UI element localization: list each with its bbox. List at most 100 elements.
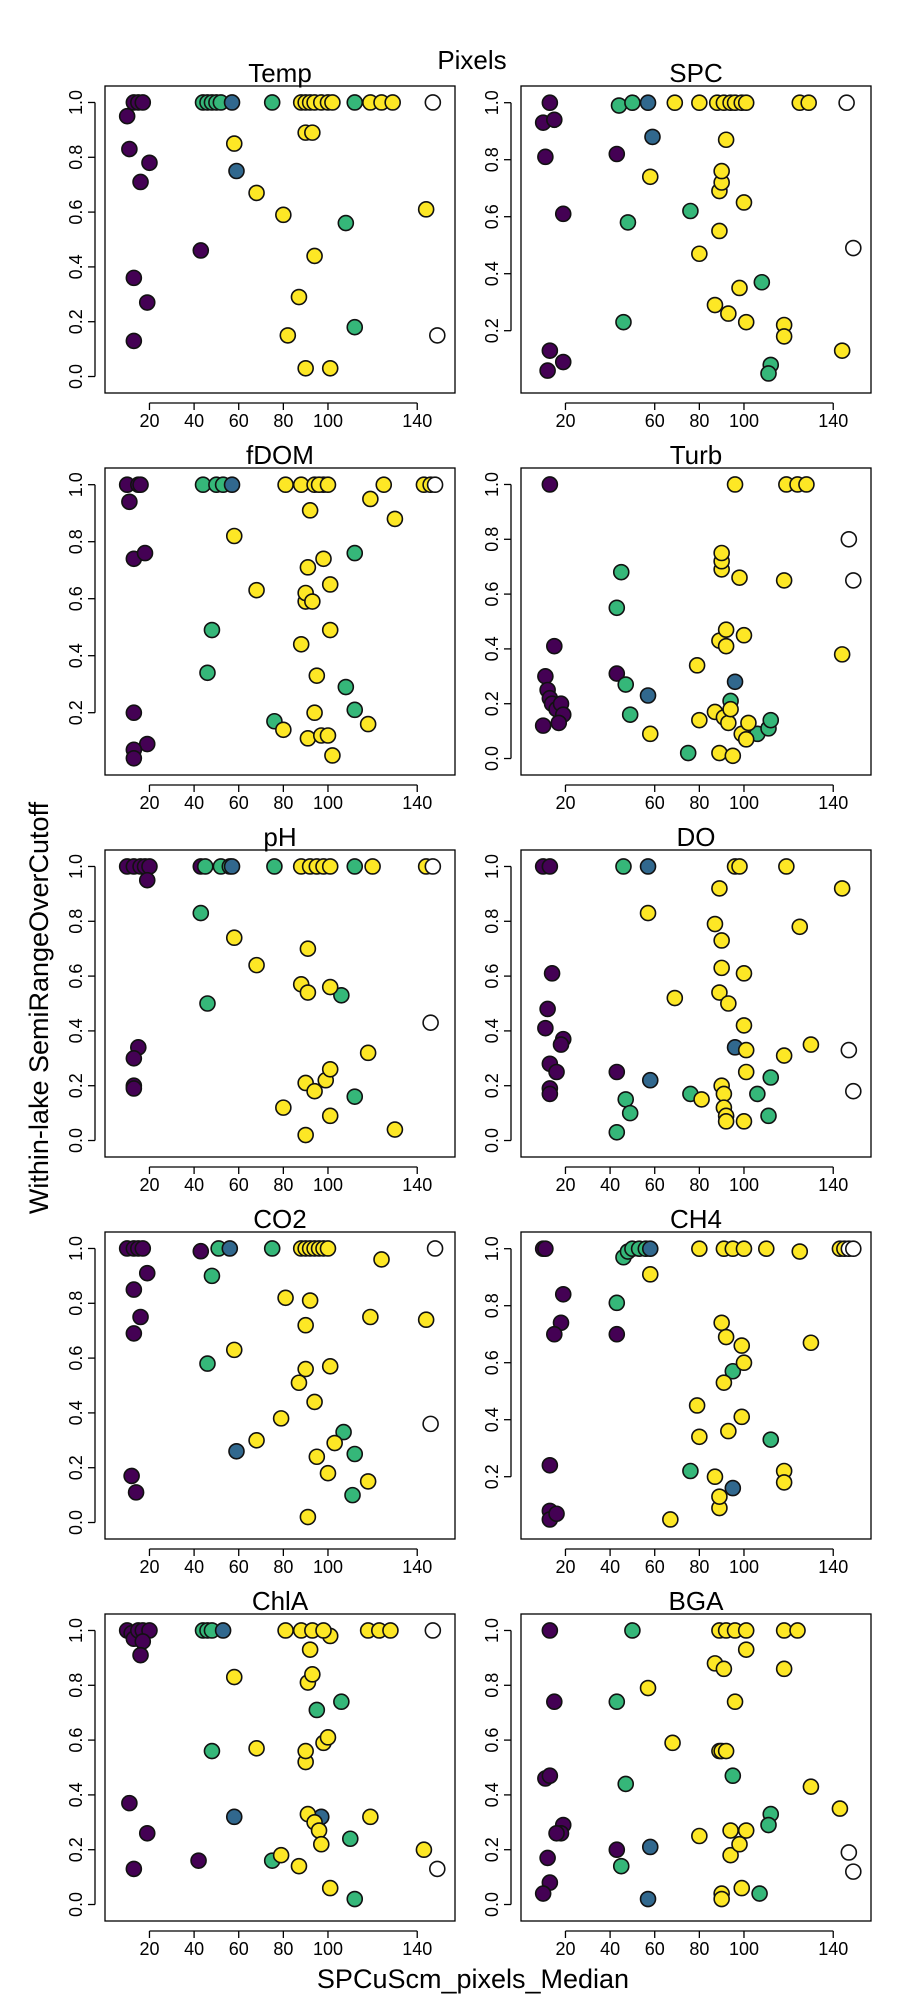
data-point bbox=[639, 904, 657, 922]
plot-frame bbox=[520, 849, 872, 1158]
data-point bbox=[624, 94, 641, 111]
data-point bbox=[713, 162, 730, 180]
data-point bbox=[422, 1415, 439, 1433]
data-point bbox=[426, 1240, 444, 1257]
data-point bbox=[541, 342, 559, 359]
data-point bbox=[192, 1242, 210, 1260]
y-tick-label: 0.2 bbox=[66, 700, 86, 725]
data-point bbox=[682, 1462, 699, 1480]
x-tick-label: 100 bbox=[729, 1557, 759, 1577]
data-point bbox=[134, 1633, 152, 1650]
x-tick-label: 100 bbox=[729, 793, 759, 813]
data-point bbox=[541, 858, 559, 875]
data-point bbox=[735, 626, 753, 644]
plot-frame bbox=[520, 467, 872, 776]
y-tick-label: 0.4 bbox=[482, 636, 502, 661]
x-tick-label: 140 bbox=[818, 411, 848, 431]
plot-frame bbox=[520, 85, 872, 394]
data-point bbox=[221, 1240, 239, 1257]
data-point bbox=[720, 995, 737, 1012]
data-point bbox=[304, 593, 321, 610]
data-point bbox=[417, 1311, 435, 1329]
data-point bbox=[299, 1508, 317, 1526]
data-point bbox=[248, 184, 265, 202]
data-point bbox=[541, 476, 559, 493]
data-point bbox=[214, 1622, 232, 1639]
data-point bbox=[751, 1885, 768, 1902]
data-point bbox=[737, 1063, 755, 1081]
y-tick-label: 0.0 bbox=[66, 1892, 86, 1917]
data-point bbox=[831, 1800, 849, 1817]
data-point bbox=[125, 269, 143, 287]
data-point bbox=[196, 858, 214, 875]
data-point bbox=[720, 714, 737, 732]
y-tick-label: 0.2 bbox=[66, 1073, 86, 1098]
x-tick-label: 100 bbox=[729, 1939, 759, 1959]
x-tick-label: 80 bbox=[273, 1175, 293, 1195]
data-point bbox=[838, 94, 855, 111]
y-tick-label: 0.8 bbox=[482, 1673, 502, 1698]
y-tick-label: 0.6 bbox=[66, 964, 86, 989]
data-point bbox=[534, 1885, 552, 1902]
data-point bbox=[546, 1325, 563, 1343]
data-point bbox=[706, 1468, 724, 1485]
data-point bbox=[541, 1767, 559, 1785]
data-point bbox=[415, 1841, 433, 1859]
figure-title: Pixels bbox=[437, 45, 506, 75]
y-tick-label: 1.0 bbox=[482, 1618, 502, 1643]
data-point bbox=[713, 544, 730, 562]
data-point bbox=[845, 572, 862, 589]
data-point bbox=[223, 94, 241, 111]
data-point bbox=[778, 858, 795, 875]
data-point bbox=[735, 1113, 753, 1130]
data-point bbox=[737, 94, 755, 111]
data-point bbox=[693, 1091, 710, 1108]
data-point bbox=[731, 1835, 748, 1853]
data-point bbox=[711, 1488, 728, 1505]
data-point bbox=[308, 667, 326, 684]
data-point bbox=[121, 493, 138, 511]
data-point bbox=[666, 989, 684, 1007]
data-point bbox=[132, 1308, 149, 1326]
panel-title: Temp bbox=[248, 58, 312, 88]
data-point bbox=[679, 744, 697, 762]
data-point bbox=[753, 273, 771, 291]
panel-ph: pH 20 40 60 80 100 140 0.0 0.2 0.4 0.6 0.8 1.0 bbox=[66, 822, 456, 1195]
data-point bbox=[724, 747, 742, 765]
data-point bbox=[840, 530, 858, 548]
y-tick-label: 1.0 bbox=[482, 90, 502, 115]
data-point bbox=[346, 1445, 364, 1463]
data-point bbox=[762, 1069, 780, 1086]
data-point bbox=[272, 1410, 290, 1427]
data-point bbox=[775, 572, 793, 589]
data-point bbox=[321, 978, 339, 996]
data-point bbox=[762, 1431, 780, 1448]
panel-temp: Temp 20 40 60 80 100 140 0.0 0.2 0.4 0.6 0.8 1.0 bbox=[66, 58, 456, 431]
data-point bbox=[539, 1000, 556, 1018]
data-point bbox=[715, 1085, 733, 1103]
data-point bbox=[299, 730, 317, 747]
data-point bbox=[726, 1693, 744, 1711]
data-point bbox=[308, 1448, 326, 1466]
panel-title: CO2 bbox=[253, 1204, 306, 1234]
data-point bbox=[319, 1729, 337, 1746]
data-point bbox=[731, 858, 748, 875]
data-point bbox=[617, 1775, 635, 1793]
y-tick-label: 0.0 bbox=[66, 1510, 86, 1535]
y-tick-label: 0.2 bbox=[482, 318, 502, 343]
data-point bbox=[641, 1838, 659, 1856]
data-point bbox=[546, 637, 563, 655]
data-point bbox=[125, 332, 143, 350]
data-point bbox=[724, 1479, 742, 1497]
x-tick-label: 60 bbox=[229, 411, 249, 431]
x-tick-label: 100 bbox=[313, 1939, 343, 1959]
data-point bbox=[608, 1294, 626, 1312]
data-point bbox=[386, 510, 404, 528]
data-point bbox=[833, 880, 851, 897]
y-tick-label: 0.6 bbox=[482, 964, 502, 989]
data-point bbox=[717, 637, 735, 655]
y-tick-label: 0.6 bbox=[66, 586, 86, 611]
x-tick-label: 140 bbox=[818, 1175, 848, 1195]
data-point bbox=[552, 1036, 570, 1053]
data-point bbox=[225, 527, 243, 545]
